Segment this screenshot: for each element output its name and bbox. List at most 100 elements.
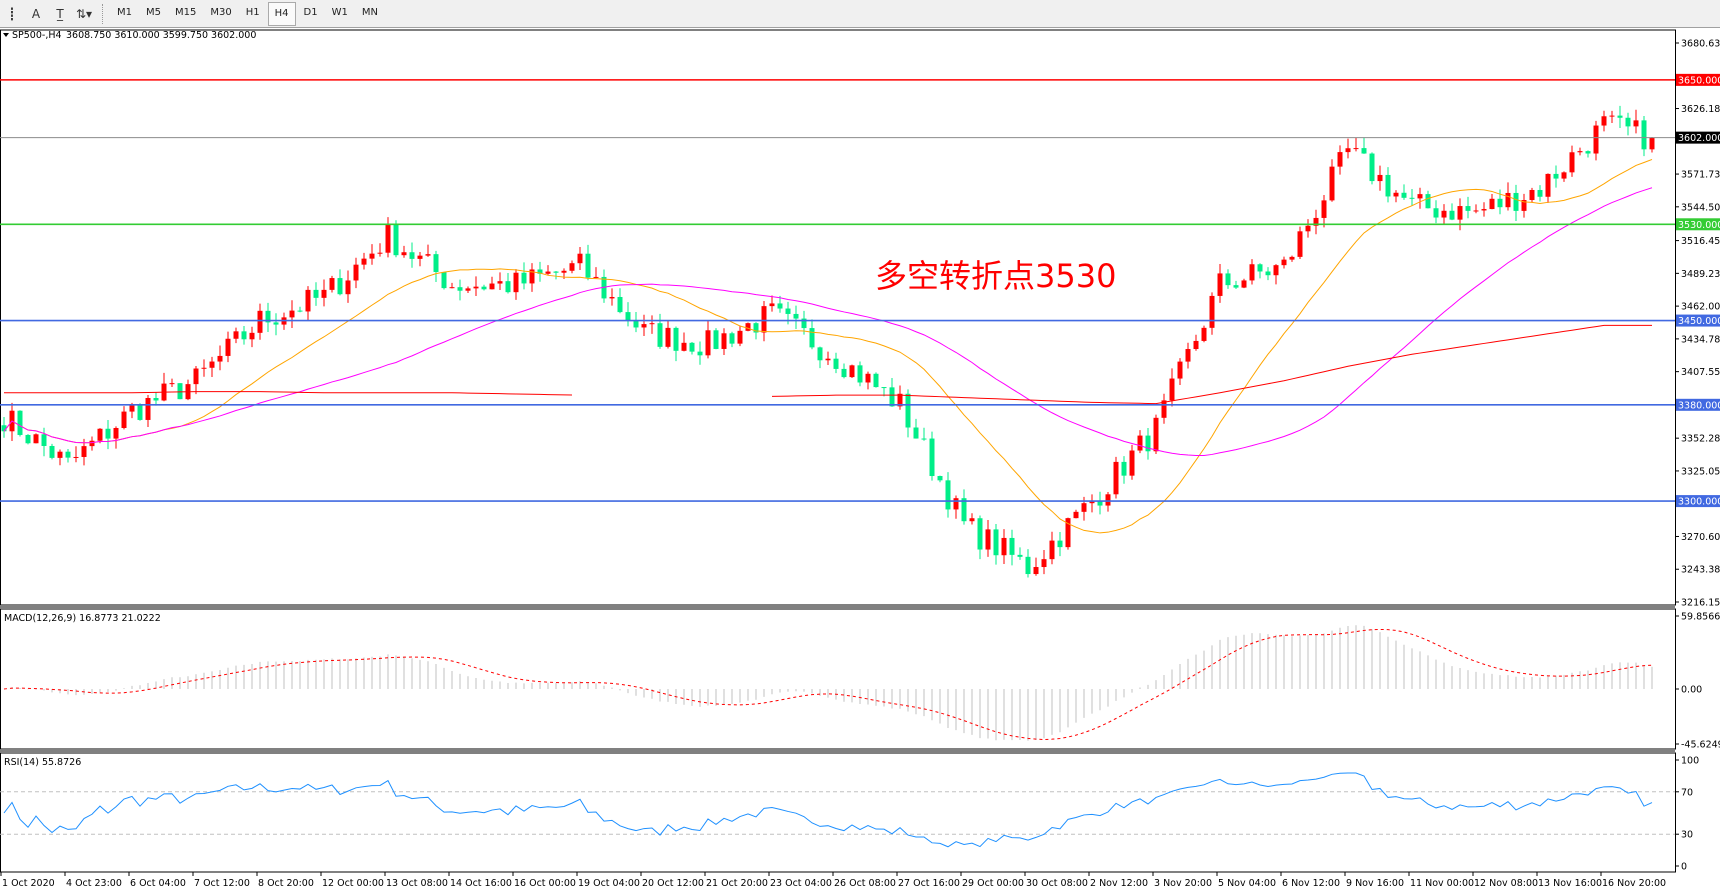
candle (1033, 557, 1039, 576)
candle (353, 257, 359, 289)
time-axis-label: 16 Nov 20:00 (1602, 878, 1666, 889)
candle (481, 284, 487, 291)
candle (105, 420, 111, 450)
rsi-axis-label: 30 (1681, 830, 1693, 841)
candle (1585, 150, 1591, 158)
candle (1273, 264, 1279, 285)
candle (1593, 120, 1599, 161)
price-axis-label: 3544.505 (1681, 202, 1720, 213)
timeframe-w1[interactable]: W1 (331, 7, 348, 18)
price-axis-label: 3626.180 (1681, 104, 1720, 115)
macd-axis-label: -45.6249 (1681, 740, 1720, 751)
candle (905, 389, 911, 438)
candle (457, 279, 463, 301)
candle (769, 295, 775, 312)
timeframe-m30[interactable]: M30 (210, 7, 232, 18)
timeframe-h1[interactable]: H1 (245, 7, 260, 18)
candle (121, 406, 127, 430)
time-axis-label: 11 Nov 00:00 (1410, 878, 1474, 889)
price-axis-label: 3434.780 (1681, 334, 1720, 345)
candle (1153, 414, 1159, 455)
candle (161, 372, 167, 402)
candle (473, 276, 479, 296)
rsi-label: RSI(14) 55.8726 (4, 757, 81, 768)
arrows-icon[interactable]: ⇅▾ (75, 6, 93, 21)
candle (649, 315, 655, 334)
time-axis-label: 12 Oct 00:00 (322, 878, 384, 889)
candle (521, 262, 527, 290)
candle (385, 217, 391, 258)
timeframe-m15[interactable]: M15 (175, 7, 197, 18)
candle (1625, 112, 1631, 136)
candle (985, 519, 991, 557)
candle (1473, 204, 1479, 214)
price-axis-label: 3270.605 (1681, 532, 1720, 543)
candle (417, 251, 423, 267)
candle (153, 391, 159, 406)
chart-toolbar: ┋ A T̲ ⇅▾ M1 M5 M15 M30 H1 H4 D1 W1 MN (0, 0, 1720, 28)
collapse-triangle-icon[interactable] (3, 33, 9, 37)
level-tag (1676, 73, 1720, 86)
candle (1545, 173, 1551, 203)
timeframe-d1[interactable]: D1 (303, 7, 318, 18)
candle (1465, 196, 1471, 219)
candle (1617, 105, 1623, 129)
annotation-text[interactable]: 多空转折点3530 (875, 257, 1116, 295)
candle (1137, 430, 1143, 454)
timeframe-h4[interactable]: H4 (267, 1, 296, 26)
candle (377, 243, 383, 257)
time-axis-label: 6 Oct 04:00 (130, 878, 186, 889)
price-axis-label: 3216.155 (1681, 598, 1720, 609)
time-axis-label: 27 Oct 16:00 (898, 878, 960, 889)
candle (897, 385, 903, 410)
candle (241, 325, 247, 345)
timeframe-mn[interactable]: MN (361, 7, 378, 18)
candle (1265, 267, 1271, 281)
text-a-icon[interactable]: A (31, 6, 41, 21)
candle (1409, 189, 1415, 206)
candle (1497, 189, 1503, 215)
candle (833, 352, 839, 374)
candle (1073, 509, 1079, 519)
candle (1289, 255, 1295, 262)
price-axis-label: 3462.005 (1681, 302, 1720, 313)
candle (113, 426, 119, 449)
ma-fast-line (3, 158, 1653, 534)
candle (841, 363, 847, 379)
candles (1, 105, 1655, 578)
level-tag-label: 3530.000 (1678, 220, 1720, 231)
timeframe-m5[interactable]: M5 (146, 7, 161, 18)
candle (977, 515, 983, 560)
price-chart[interactable]: 3650.000 3602.000 3530.000 3450.000 3380.000… (0, 28, 1720, 893)
candle (1257, 263, 1263, 279)
candle (1641, 115, 1647, 157)
level-tag (1676, 495, 1720, 508)
candle (65, 449, 71, 463)
candle (1297, 226, 1303, 260)
price-axis-label: 3325.055 (1681, 466, 1720, 477)
candle (1329, 159, 1335, 202)
candle (921, 427, 927, 441)
price-axis-label: 3571.730 (1681, 170, 1720, 181)
candle (1017, 547, 1023, 560)
candle (1201, 325, 1207, 343)
rsi-axis-label: 70 (1681, 787, 1693, 798)
candle (553, 271, 559, 280)
candle (73, 446, 79, 463)
text-label-icon[interactable]: T̲ (56, 6, 64, 21)
level-tag (1676, 218, 1720, 231)
candle (737, 325, 743, 347)
time-axis-label: 8 Oct 20:00 (258, 878, 314, 889)
ohlc-values: 3608.750 3610.000 3599.750 3602.000 (66, 30, 256, 41)
candle (665, 320, 671, 349)
candle (1433, 200, 1439, 224)
candle (1193, 334, 1199, 351)
rsi-axis-label: 100 (1681, 756, 1699, 767)
timeframe-m1[interactable]: M1 (117, 7, 132, 18)
candle (505, 273, 511, 294)
candle (41, 427, 47, 457)
price-axis-label: 3680.630 (1681, 39, 1720, 50)
candle (1, 417, 7, 438)
time-axis-label: 2 Nov 12:00 (1090, 878, 1148, 889)
crosshair-icon[interactable]: ┋ (8, 6, 16, 21)
